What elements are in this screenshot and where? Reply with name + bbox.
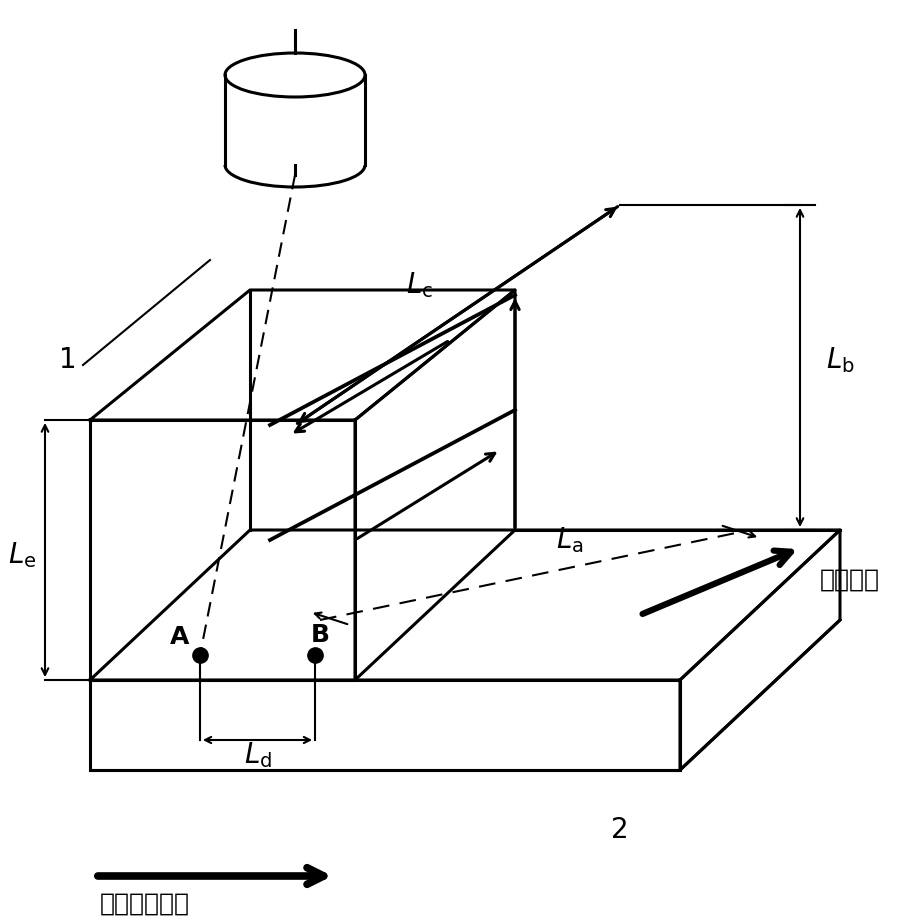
Text: B: B xyxy=(311,623,330,647)
Text: 2: 2 xyxy=(611,816,628,844)
Text: $L_\mathrm{c}$: $L_\mathrm{c}$ xyxy=(407,270,433,300)
Text: 间歇进给方向: 间歇进给方向 xyxy=(100,892,190,916)
Text: $L_\mathrm{d}$: $L_\mathrm{d}$ xyxy=(244,740,272,770)
Text: 进给方向: 进给方向 xyxy=(820,568,880,592)
Text: $L_\mathrm{e}$: $L_\mathrm{e}$ xyxy=(7,541,37,570)
Text: $L_\mathrm{a}$: $L_\mathrm{a}$ xyxy=(556,525,583,555)
Text: 1: 1 xyxy=(60,346,77,374)
Text: A: A xyxy=(170,625,190,649)
Text: $L_\mathrm{b}$: $L_\mathrm{b}$ xyxy=(825,345,855,375)
